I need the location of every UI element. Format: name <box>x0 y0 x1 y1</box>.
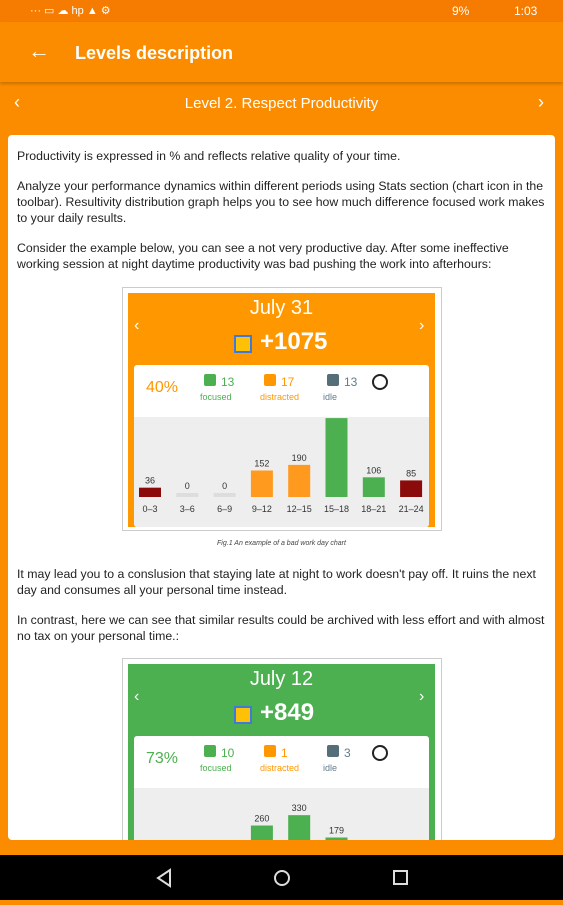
x-tick-label: 9–12 <box>252 504 272 514</box>
chevron-right: › <box>419 688 425 705</box>
chevron-left: ‹ <box>134 688 140 705</box>
idle-count: 3 <box>344 746 351 760</box>
bar-chart: 360–303–606–91529–1219012–1550615–181061… <box>134 417 429 527</box>
value-label: 0 <box>222 481 227 491</box>
bar <box>288 815 311 840</box>
value-label: 260 <box>254 814 269 824</box>
bar <box>325 418 348 497</box>
focused-icon <box>204 745 216 757</box>
content-card: Productivity is expressed in % and refle… <box>8 135 555 840</box>
bar-chart: 260 330 179 <box>134 788 429 840</box>
prev-level[interactable]: ‹ <box>14 92 20 112</box>
distracted-count: 17 <box>281 375 295 389</box>
history-icon <box>372 374 388 390</box>
stats-card: 40% 13 focused 17 distracted 13 idle 36 0–3 0 3–6 0… <box>134 365 429 527</box>
productivity: 40% <box>146 379 179 396</box>
paragraph: It may lead you to a conslusion that sta… <box>17 567 536 597</box>
focused-count: 13 <box>221 375 235 389</box>
level-title: Level 2. Respect Productivity <box>184 95 379 112</box>
paragraph: Productivity is expressed in % and refle… <box>17 149 401 163</box>
idle-icon <box>327 745 339 757</box>
bar <box>362 477 385 497</box>
distracted-count: 1 <box>281 746 288 760</box>
bar <box>250 825 273 840</box>
status-bar: ··· ▭ ☁ hp ▲ ⚙ 9% 1:03 <box>0 0 563 22</box>
bar <box>250 470 273 497</box>
distracted-icon <box>264 374 276 386</box>
date: July 31 <box>249 297 314 319</box>
status-icons: ··· ▭ ☁ hp ▲ ⚙ <box>30 5 111 17</box>
score: +849 <box>260 699 315 726</box>
distracted-label: distracted <box>260 392 300 402</box>
battery: 9% <box>452 4 470 18</box>
value-label: 152 <box>254 459 269 469</box>
distracted-label: distracted <box>260 763 300 773</box>
distracted-icon <box>264 745 276 757</box>
history-icon <box>372 745 388 761</box>
value-label: 179 <box>329 826 344 836</box>
focused-icon <box>204 374 216 386</box>
x-tick-label: 0–3 <box>142 504 157 514</box>
app-bar: ← Levels description <box>0 22 563 82</box>
x-tick-label: 18–21 <box>361 504 386 514</box>
score: +1075 <box>260 328 328 355</box>
figure-panel: July 31 ‹ › +1075 40% 13 focused 17 distracted 13… <box>128 293 435 527</box>
bar <box>325 837 348 840</box>
bar <box>213 493 236 497</box>
idle-label: idle <box>323 763 338 773</box>
figure: July 31 ‹ › +1075 40% 13 focused 17 distracted 13… <box>122 287 442 531</box>
paragraph: In contrast, here we can see that simila… <box>17 613 545 643</box>
nav-icons <box>156 868 408 888</box>
focused-label: focused <box>200 763 232 773</box>
nav-recent[interactable] <box>393 870 408 885</box>
score-icon <box>234 706 252 724</box>
value-label: 36 <box>145 476 155 486</box>
chevron-left: ‹ <box>134 317 140 334</box>
app-title: Levels description <box>75 43 234 63</box>
next-level[interactable]: › <box>538 92 544 112</box>
x-tick-label: 21–24 <box>399 504 424 514</box>
nav-back[interactable] <box>156 868 171 888</box>
figure-panel: July 12 ‹ › +849 73% 10 focused 1 distracted 3 idl… <box>128 664 435 840</box>
x-tick-label: 15–18 <box>324 504 349 514</box>
bar <box>139 487 161 497</box>
nav-home[interactable] <box>274 870 290 886</box>
nav-bar <box>0 855 563 900</box>
idle-label: idle <box>323 392 338 402</box>
date: July 12 <box>249 668 314 690</box>
value-label: 106 <box>366 465 381 475</box>
back-button[interactable]: ← <box>28 38 50 63</box>
stats-card: 73% 10 focused 1 distracted 3 idle 260 330 179 <box>134 736 429 840</box>
focused-count: 10 <box>221 746 235 760</box>
clock: 1:03 <box>514 4 538 18</box>
level-nav: ‹ Level 2. Respect Productivity › <box>0 82 563 126</box>
value-label: 190 <box>292 453 307 463</box>
score-icon <box>234 335 252 353</box>
caption: Fig.1 An example of a bad work day chart <box>217 540 346 547</box>
x-tick-label: 3–6 <box>180 504 195 514</box>
paragraph: Analyze your performance dynamics within… <box>17 179 545 225</box>
paragraph: Consider the example below, you can see … <box>17 241 509 271</box>
figure: July 12 ‹ › +849 73% 10 focused 1 distracted 3 idl… <box>122 658 442 840</box>
idle-icon <box>327 374 339 386</box>
value-label: 0 <box>185 481 190 491</box>
chart-bg <box>134 788 429 840</box>
bar <box>176 493 199 497</box>
chevron-right: › <box>419 317 425 334</box>
bar <box>288 464 311 497</box>
x-tick-label: 6–9 <box>217 504 232 514</box>
x-tick-label: 12–15 <box>287 504 312 514</box>
productivity: 73% <box>146 750 179 767</box>
focused-label: focused <box>200 392 232 402</box>
idle-count: 13 <box>344 375 358 389</box>
chart-bg <box>134 417 429 527</box>
value-label: 85 <box>406 468 416 478</box>
value-label: 330 <box>292 803 307 813</box>
bar <box>400 480 423 497</box>
